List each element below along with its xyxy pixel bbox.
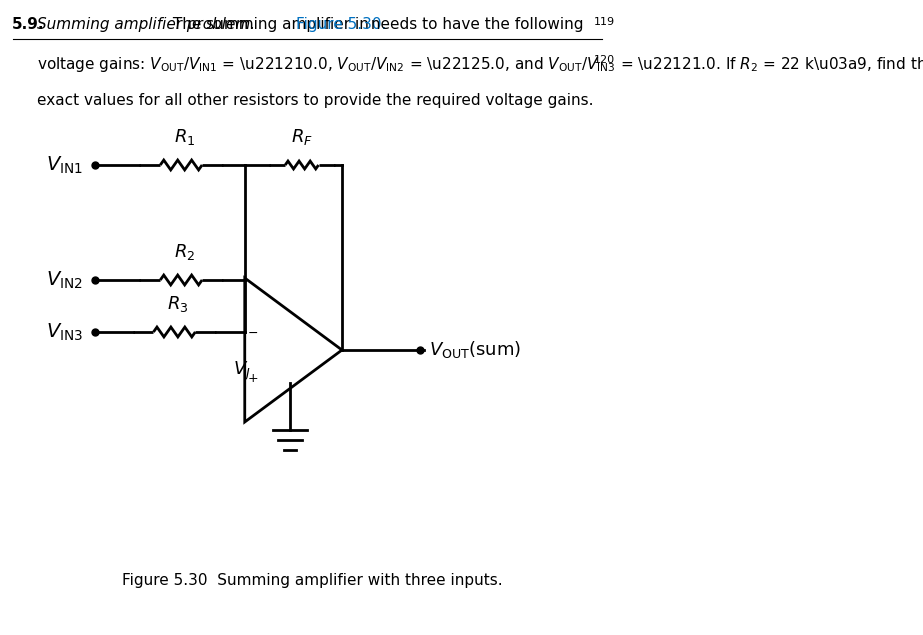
- Text: needs to have the following: needs to have the following: [366, 17, 583, 32]
- Text: exact values for all other resistors to provide the required voltage gains.: exact values for all other resistors to …: [38, 93, 593, 108]
- Text: $R_2$: $R_2$: [174, 242, 195, 262]
- Text: Figure 5.30  Summing amplifier with three inputs.: Figure 5.30 Summing amplifier with three…: [123, 573, 503, 587]
- Text: $R_3$: $R_3$: [167, 294, 188, 314]
- Text: $V_J$: $V_J$: [233, 360, 250, 383]
- Text: Figure 5.30.: Figure 5.30.: [296, 17, 387, 32]
- Text: $-$: $-$: [247, 326, 258, 338]
- Text: $V_{\mathrm{IN3}}$: $V_{\mathrm{IN3}}$: [46, 321, 83, 343]
- Text: The summing amplifier in: The summing amplifier in: [168, 17, 374, 32]
- Text: 119: 119: [594, 17, 616, 27]
- Text: voltage gains: $V_{\mathrm{OUT}}/V_{\mathrm{IN1}}$ = \u221210.0, $V_{\mathrm{OUT: voltage gains: $V_{\mathrm{OUT}}/V_{\mat…: [38, 55, 923, 74]
- Text: $+$: $+$: [247, 371, 258, 385]
- Text: Summing amplifier problem.: Summing amplifier problem.: [38, 17, 256, 32]
- Text: $V_{\mathrm{IN1}}$: $V_{\mathrm{IN1}}$: [46, 154, 83, 176]
- Text: 120: 120: [594, 55, 616, 65]
- Text: $R_1$: $R_1$: [174, 127, 196, 147]
- Text: $V_{\mathrm{OUT}}$(sum): $V_{\mathrm{OUT}}$(sum): [429, 340, 521, 361]
- Text: $R_F$: $R_F$: [291, 127, 313, 147]
- Text: $V_{\mathrm{IN2}}$: $V_{\mathrm{IN2}}$: [46, 269, 83, 291]
- Text: 5.9.: 5.9.: [12, 17, 44, 32]
